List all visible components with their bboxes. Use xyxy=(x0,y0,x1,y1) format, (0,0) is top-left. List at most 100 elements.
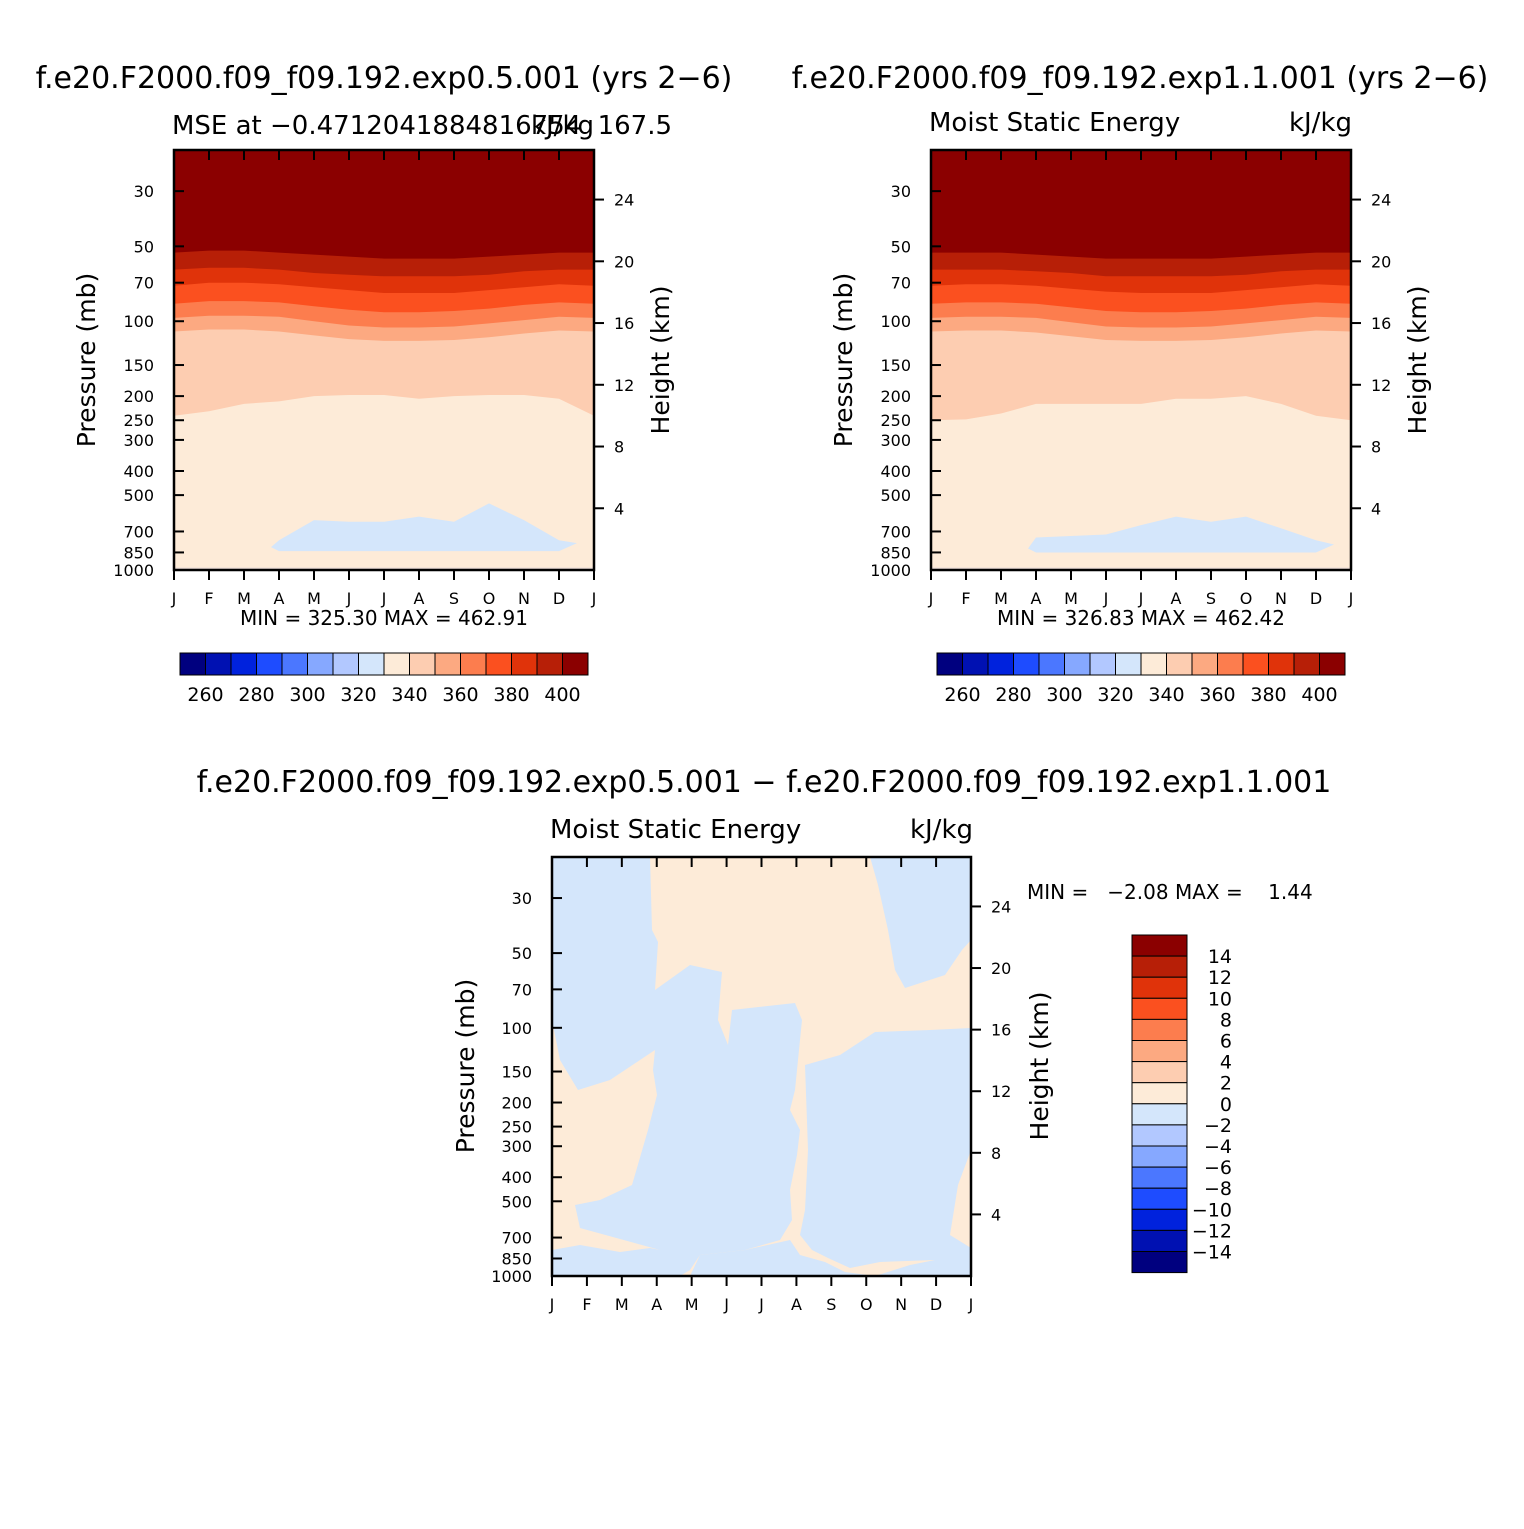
low-energy-region xyxy=(1028,516,1334,553)
month-tick-label: F xyxy=(961,589,970,608)
colorbar-swatch xyxy=(1131,1103,1188,1126)
pressure-tick-label: 200 xyxy=(501,1094,532,1113)
height-tick-label: 12 xyxy=(614,376,634,395)
panel-exp05: f.e20.F2000.f09_f09.192.exp0.5.001 (yrs … xyxy=(36,61,733,706)
pressure-tick-label: 30 xyxy=(891,182,911,201)
month-tick-label: O xyxy=(1240,589,1253,608)
month-tick-label: A xyxy=(1031,589,1042,608)
pressure-tick-label: 100 xyxy=(501,1019,532,1038)
height-tick-label: 16 xyxy=(991,1021,1011,1040)
pressure-tick-label: 200 xyxy=(880,387,911,406)
month-tick-label: S xyxy=(449,589,459,608)
colorbar-swatch xyxy=(332,652,359,676)
colorbar-swatch xyxy=(1131,955,1188,978)
colorbar-swatch xyxy=(358,652,385,676)
colorbar-label: 320 xyxy=(340,684,376,706)
panel3-contour-fills xyxy=(552,857,971,1276)
pressure-tick-label: 70 xyxy=(134,274,154,293)
colorbar-label: 0 xyxy=(1220,1094,1232,1116)
height-tick-label: 4 xyxy=(991,1205,1001,1224)
panel3-y-axis-label: Pressure (mb) xyxy=(451,979,480,1153)
colorbar-label: 10 xyxy=(1208,988,1232,1010)
month-tick-label: J xyxy=(928,589,934,608)
height-tick-label: 20 xyxy=(614,252,634,271)
panel1-title: f.e20.F2000.f09_f09.192.exp0.5.001 (yrs … xyxy=(36,61,733,96)
panel1-subtitle-units: kJ/kg xyxy=(531,111,594,141)
colorbar-swatch xyxy=(1140,652,1167,676)
month-tick-label: J xyxy=(346,589,352,608)
month-tick-label: M xyxy=(1064,589,1078,608)
colorbar-label: 8 xyxy=(1220,1009,1232,1031)
panel1-subtitle-extra: 167.5 xyxy=(598,111,672,141)
colorbar-label: 260 xyxy=(187,684,223,706)
panel3-subtitle-units: kJ/kg xyxy=(910,815,973,845)
colorbar-swatch xyxy=(562,652,589,676)
panel1-subtitle-left: MSE at −0.4712041884816754 xyxy=(172,111,581,141)
pressure-tick-label: 500 xyxy=(123,486,154,505)
height-tick-label: 24 xyxy=(614,191,634,210)
colorbar-swatch xyxy=(536,652,563,676)
colorbar-swatch xyxy=(1131,1082,1188,1105)
month-tick-label: D xyxy=(1310,589,1322,608)
panel3-negative-region-mid xyxy=(800,1028,971,1276)
panel2-subtitle-units: kJ/kg xyxy=(1289,108,1352,138)
panel3-min-max: MIN = −2.08 MAX = 1.44 xyxy=(1027,880,1313,904)
colorbar-label: 260 xyxy=(944,684,980,706)
colorbar-label: −14 xyxy=(1192,1242,1232,1264)
colorbar-label: 320 xyxy=(1097,684,1133,706)
colorbar-swatch xyxy=(1131,1145,1188,1168)
month-tick-label: J xyxy=(758,1295,764,1314)
pressure-tick-label: 50 xyxy=(134,237,154,256)
pressure-tick-label: 250 xyxy=(123,411,154,430)
colorbar-swatch xyxy=(1038,652,1065,676)
pressure-tick-label: 70 xyxy=(891,274,911,293)
colorbar-swatch xyxy=(1131,1018,1188,1042)
height-tick-label: 20 xyxy=(1371,252,1391,271)
pressure-tick-label: 100 xyxy=(880,312,911,331)
month-tick-label: A xyxy=(274,589,285,608)
month-tick-label: O xyxy=(860,1295,873,1314)
colorbar-swatch xyxy=(1089,652,1116,676)
colorbar-label: 340 xyxy=(1148,684,1184,706)
pressure-tick-label: 50 xyxy=(512,944,532,963)
panel3-height-axis-label: Height (km) xyxy=(1025,992,1054,1141)
pressure-tick-label: 700 xyxy=(501,1229,532,1248)
colorbar-swatch xyxy=(1131,1061,1188,1084)
colorbar-swatch xyxy=(987,652,1014,676)
colorbar-swatch xyxy=(307,652,334,676)
height-tick-label: 20 xyxy=(991,959,1011,978)
month-tick-label: M xyxy=(307,589,321,608)
month-tick-label: D xyxy=(930,1295,942,1314)
colorbar-swatch xyxy=(179,652,206,676)
colorbar-swatch xyxy=(1319,652,1346,676)
pressure-tick-label: 50 xyxy=(891,237,911,256)
pressure-tick-label: 150 xyxy=(880,356,911,375)
month-tick-label: J xyxy=(591,589,597,608)
month-tick-label: N xyxy=(518,589,530,608)
pressure-tick-label: 850 xyxy=(501,1249,532,1268)
panel2-min-max: MIN = 326.83 MAX = 462.42 xyxy=(997,606,1285,630)
colorbar-swatch xyxy=(1013,652,1040,676)
pressure-tick-label: 850 xyxy=(123,543,154,562)
panel1-height-axis-ticks: 4 8 12 16 20 24 xyxy=(594,191,634,518)
height-tick-label: 4 xyxy=(1371,499,1381,518)
colorbar-swatch xyxy=(1166,652,1193,676)
height-tick-label: 16 xyxy=(1371,314,1391,333)
month-tick-label: M xyxy=(615,1295,629,1314)
month-tick-label: M xyxy=(685,1295,699,1314)
colorbar-label: 280 xyxy=(995,684,1031,706)
panel2-contour-fills xyxy=(931,252,1351,570)
colorbar-label: −10 xyxy=(1192,1199,1232,1221)
month-tick-label: M xyxy=(994,589,1008,608)
colorbar-swatch xyxy=(1268,652,1295,676)
height-tick-label: 12 xyxy=(991,1082,1011,1101)
colorbar-label: −8 xyxy=(1204,1178,1232,1200)
pressure-tick-label: 30 xyxy=(134,182,154,201)
month-tick-label: S xyxy=(1206,589,1216,608)
colorbar-swatch xyxy=(1217,652,1244,676)
colorbar-swatch xyxy=(1293,652,1320,676)
